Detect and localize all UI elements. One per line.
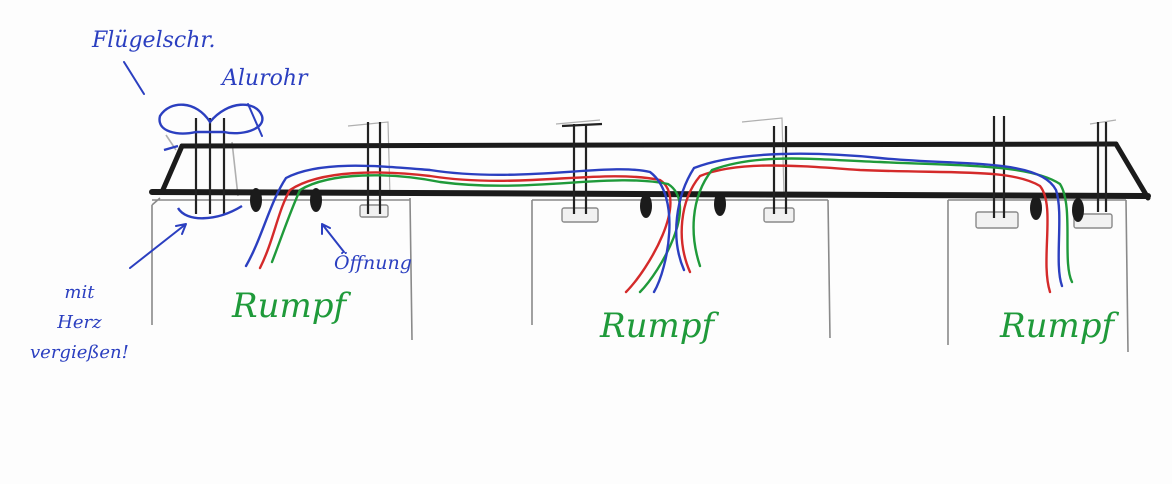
annotation-arrows: [123, 61, 345, 269]
label-rumpf-1: Rumpf: [232, 286, 347, 326]
bolts: [194, 116, 1108, 218]
grommet-1: [250, 188, 262, 212]
grommet-3: [640, 194, 652, 218]
wire-blue-right: [675, 152, 1064, 288]
cable-grommet-icon: [250, 188, 1084, 222]
label-mit-herz-vergiessen: mit Herz vergießen!: [30, 278, 129, 368]
label-alurohr: Alurohr: [222, 66, 308, 91]
brackets: [359, 204, 1113, 229]
bracket-2: [561, 207, 599, 223]
bolt-4: [772, 126, 788, 214]
bracket-4: [975, 211, 1019, 229]
bolt-3: [561, 122, 603, 214]
tube-front: [149, 189, 1151, 199]
label-mit-herz-line2: Herz: [57, 312, 102, 333]
label-rumpf-2: Rumpf: [600, 306, 715, 346]
grommet-2: [310, 188, 322, 212]
wire-blue-left: [244, 164, 671, 294]
arrow-mit-herz: [129, 223, 187, 269]
bolt-2: [366, 122, 382, 214]
label-mit-herz-line1: mit: [64, 282, 95, 303]
wire-red-right: [680, 164, 1052, 294]
wire-bundle-right: [675, 152, 1074, 294]
grommet-4: [714, 192, 726, 216]
wire-green-left: [270, 174, 681, 294]
label-mit-herz-line3: vergießen!: [30, 342, 129, 363]
fuselage-left: [151, 197, 413, 341]
tube-left: [159, 143, 185, 195]
label-fluegelschraube: Flügelschr.: [92, 28, 216, 53]
arrow-oeffnung: [321, 223, 345, 253]
label-rumpf-3: Rumpf: [1000, 306, 1115, 346]
arrow-fluegel: [123, 61, 145, 95]
bracket-5: [1073, 213, 1113, 229]
grommet-6: [1072, 198, 1084, 222]
tube-right: [1113, 141, 1151, 201]
bolt-6: [1096, 122, 1108, 212]
tube-back: [179, 141, 1119, 149]
bracket-3: [763, 207, 795, 223]
wing-nut-icon: [158, 103, 264, 220]
bracket-1: [359, 204, 389, 218]
wire-green-right: [692, 157, 1074, 284]
arrow-alu: [247, 103, 263, 137]
wire-red-left: [258, 171, 672, 294]
fuselage-outlines: [151, 117, 1129, 353]
grommet-5: [1030, 196, 1042, 220]
label-oeffnung: Öffnung: [334, 252, 412, 274]
wire-bundle-left: [244, 164, 681, 294]
bolt-1: [194, 118, 226, 214]
